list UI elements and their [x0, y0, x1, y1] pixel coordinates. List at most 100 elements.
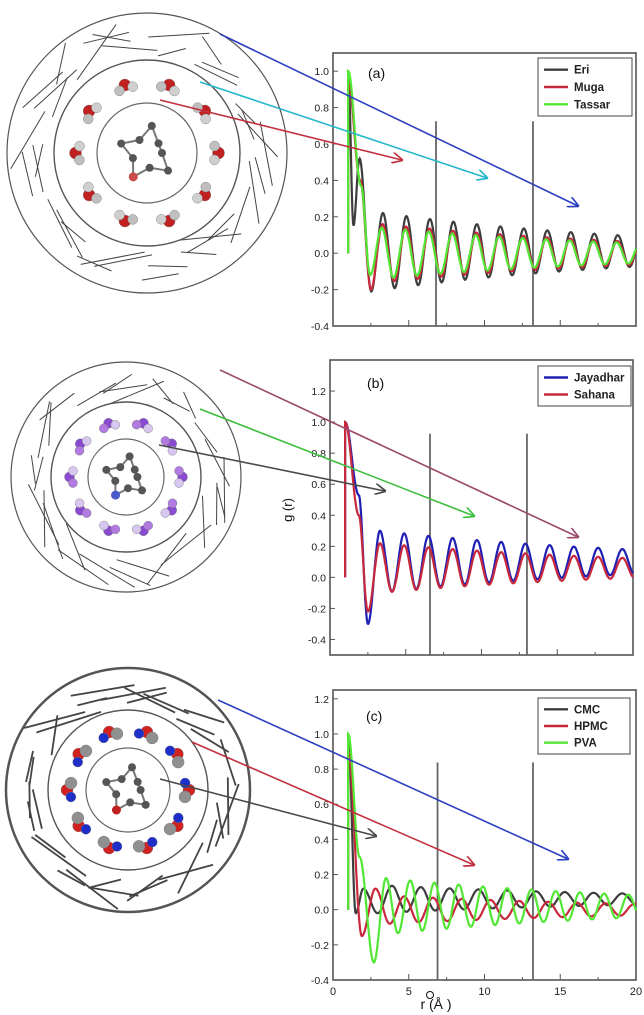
y-tick-label: 1.0	[314, 729, 329, 741]
atom	[112, 790, 121, 799]
water-molecule	[69, 140, 85, 166]
atom	[145, 731, 159, 745]
x-axis-label: r (Å )	[420, 996, 451, 1012]
legend: Jayadhar Sahana	[537, 365, 632, 407]
polymer-chain	[30, 455, 36, 484]
atom	[145, 163, 154, 172]
water-molecule	[131, 418, 153, 434]
y-tick-label: 0.6	[314, 139, 329, 151]
legend-label: CMC	[574, 704, 600, 716]
water-molecule	[160, 498, 178, 518]
water-molecule	[82, 181, 102, 204]
legend-box	[537, 365, 632, 407]
polymer-chain	[28, 781, 31, 819]
rdf-panel-3: -0.4 -0.2 0.0 0.2 0.4 0.6 0.8 1.0 1.2 0 5 10 15 20 (c)…	[311, 689, 642, 998]
atom	[128, 763, 137, 772]
polymer-chain	[99, 384, 148, 393]
central-molecule	[117, 121, 173, 182]
atom	[99, 423, 109, 434]
core-circle	[87, 438, 165, 516]
polymer-chain	[77, 382, 117, 407]
polymer-chain	[183, 708, 225, 724]
polymer-chain	[110, 380, 165, 404]
atom	[160, 436, 171, 446]
polymer-chain	[190, 728, 230, 753]
atom	[156, 81, 167, 92]
x-tick-label: 10	[478, 986, 490, 998]
atom	[200, 113, 211, 125]
water-molecule	[82, 102, 102, 125]
polymer-chain	[32, 145, 44, 193]
legend-label: HPMC	[574, 721, 608, 733]
atom	[74, 498, 85, 508]
pointer-arrow	[199, 81, 487, 178]
y-tick-label: 0.0	[314, 905, 329, 917]
atom	[174, 478, 184, 488]
water-molecule	[192, 181, 212, 204]
atom	[83, 181, 94, 193]
x-tick-label: 0	[330, 986, 336, 998]
y-tick-label: 0.8	[314, 103, 329, 115]
atom	[169, 209, 180, 221]
pointer-arrow	[159, 778, 376, 836]
central-molecule	[102, 452, 147, 500]
polymer-chain	[176, 718, 215, 736]
atom	[123, 484, 132, 493]
core-circle	[96, 102, 198, 204]
polymer-chain	[56, 42, 66, 85]
legend-label: Sahana	[574, 390, 616, 402]
water-molecule	[114, 78, 138, 97]
polymer-chain	[23, 711, 86, 729]
y-tick-label: 0.4	[314, 175, 329, 187]
polymer-chain	[10, 111, 46, 169]
y-tick-label: 1.2	[314, 694, 329, 706]
y-tick-label: 0.0	[311, 572, 326, 584]
polymer-chain	[88, 878, 122, 889]
y-tick-label: -0.2	[311, 940, 329, 952]
y-tick-label: 0.4	[311, 510, 326, 522]
series-line-cmc	[347, 733, 637, 915]
polymer-chain	[76, 255, 112, 272]
atom	[114, 209, 125, 221]
x-tick-label: 5	[406, 986, 412, 998]
polymer-chain	[152, 378, 174, 405]
atom	[111, 841, 123, 852]
atom	[81, 508, 92, 518]
y-axis-label: g (r)	[280, 498, 295, 522]
polymer-chain	[70, 684, 135, 697]
polymer-chain	[100, 686, 166, 701]
polymer-chain	[126, 691, 167, 704]
atom	[68, 478, 78, 488]
atom	[68, 466, 78, 476]
y-tick-label: 0.0	[314, 248, 329, 260]
atom	[136, 786, 145, 794]
legend-label: PVA	[574, 738, 597, 750]
water-molecule	[60, 776, 78, 803]
atom	[173, 812, 184, 824]
polymer-chain	[34, 834, 67, 859]
polymer-chain	[230, 186, 251, 244]
x-tick-label: 20	[630, 986, 642, 998]
rdf-panel-1: -0.4 -0.2 0.0 0.2 0.4 0.6 0.8 1.0 (a) Eri Muga Tass…	[311, 52, 638, 333]
polymer-chain	[148, 32, 210, 38]
polymer-chain	[219, 739, 237, 786]
x-tick-label: 15	[554, 986, 566, 998]
atom	[110, 420, 121, 430]
polymer-chain	[37, 401, 51, 458]
polymer-chain	[79, 553, 136, 588]
polymer-chain	[177, 842, 204, 894]
polymer-chain	[124, 686, 176, 714]
polymer-chain	[160, 524, 212, 566]
atom	[74, 154, 85, 166]
atom	[127, 214, 138, 225]
atom	[111, 490, 121, 500]
pointer-arrows	[158, 33, 578, 865]
atom	[80, 823, 92, 835]
polymer-chain	[31, 789, 43, 829]
polymer-chain	[259, 121, 273, 186]
polymer-chain	[22, 71, 64, 108]
polymer-chain	[146, 533, 187, 585]
polymer-chain	[116, 559, 170, 577]
atom	[114, 85, 125, 97]
